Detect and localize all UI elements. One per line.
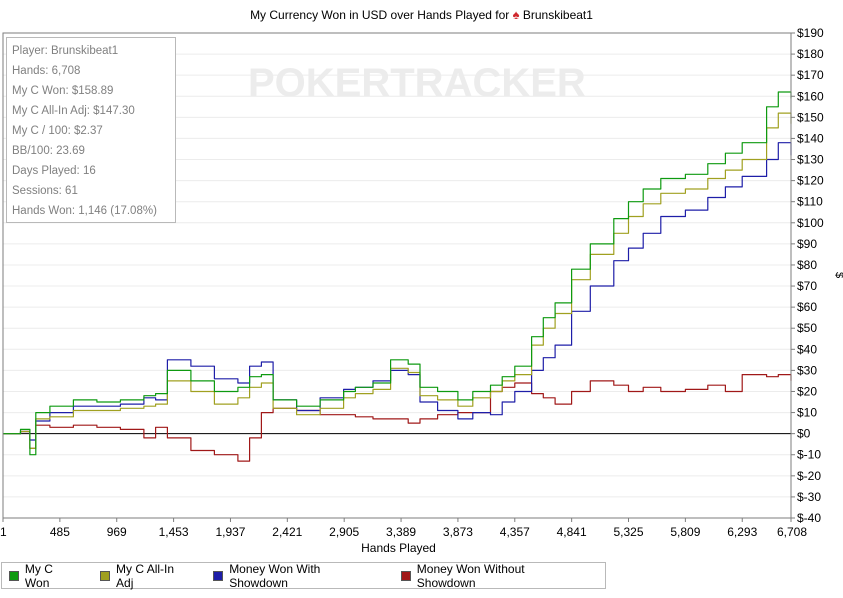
y-axis-ticks: $190 $180 $170 $160 $150 $140 $130 $120 $110 $100… <box>791 26 824 525</box>
y-tick-label: $60 <box>797 300 817 314</box>
y-tick-label: $150 <box>797 110 824 124</box>
y-tick-label: $40 <box>797 342 817 356</box>
plot-frame <box>2 32 792 519</box>
legend-item-my-c-won[interactable]: My C Won <box>9 562 80 590</box>
legend-item-all-in-adj[interactable]: My C All-In Adj <box>100 562 193 590</box>
y-axis-label: $ <box>833 272 843 278</box>
stat-bb-per-100: BB/100: 23.69 <box>12 145 85 157</box>
y-tick-label: $10 <box>797 406 817 420</box>
y-tick-label: $160 <box>797 89 824 103</box>
stat-hands-won: Hands Won: 1,146 (17.08%) <box>12 205 157 217</box>
y-tick-label: $-40 <box>797 511 821 525</box>
y-tick-label: $0 <box>797 427 811 441</box>
series-line-my-c-won <box>3 91 792 456</box>
x-tick-label: 1,453 <box>159 525 189 539</box>
y-tick-label: $110 <box>797 195 823 209</box>
legend-swatch-my-c-won <box>9 570 19 581</box>
watermark: POKERTRACKER <box>248 61 586 105</box>
stat-hands: Hands: 6,708 <box>12 65 81 77</box>
legend-swatch-without-showdown <box>400 570 411 581</box>
stat-all-in-adj: My C All-In Adj: $147.30 <box>12 105 135 117</box>
x-tick-label: 3,389 <box>386 525 416 539</box>
stat-days-played: Days Played: 16 <box>12 165 96 177</box>
chart-title-player: Brunskibeat1 <box>522 8 593 22</box>
x-tick-label: 6,708 <box>777 525 807 539</box>
y-tick-label: $80 <box>797 258 817 272</box>
spade-icon: ♠ <box>512 7 520 22</box>
x-axis-label: Hands Played <box>361 541 436 555</box>
legend-label-with-showdown: Money Won With Showdown <box>229 561 321 590</box>
x-tick-label: 6,293 <box>727 525 757 539</box>
chart-title-text: My Currency Won in USD over Hands Played… <box>250 8 510 22</box>
legend-label-without-showdown: Money Won Without Showdown <box>416 561 525 590</box>
y-tick-label: $-10 <box>797 448 821 462</box>
series-line-my-c-all-in-adj <box>3 112 792 449</box>
y-tick-label: $50 <box>797 321 817 335</box>
x-tick-label: 485 <box>50 525 70 539</box>
x-tick-label: 1 <box>0 525 7 539</box>
y-tick-label: $100 <box>797 216 824 230</box>
y-tick-label: $190 <box>797 26 824 40</box>
y-tick-label: $180 <box>797 47 824 61</box>
y-tick-label: $140 <box>797 131 824 145</box>
legend-label-my-c-won: My C Won <box>24 561 53 590</box>
legend-item-with-showdown[interactable]: Money Won With Showdown <box>213 562 381 590</box>
legend-swatch-with-showdown <box>213 570 224 581</box>
y-tick-label: $130 <box>797 153 824 167</box>
legend-item-without-showdown[interactable]: Money Won Without Showdown <box>400 561 585 590</box>
chart-title: My Currency Won in USD over Hands Played… <box>0 7 843 22</box>
y-tick-label: $120 <box>797 174 824 188</box>
y-tick-label: $70 <box>797 279 817 293</box>
y-tick-label: $-20 <box>797 469 821 483</box>
y-tick-label: $20 <box>797 384 817 398</box>
watermark-layer: POKERTRACKER <box>248 61 586 105</box>
x-tick-label: 5,809 <box>670 525 700 539</box>
stat-my-c-won: My C Won: $158.89 <box>12 85 114 97</box>
x-tick-label: 969 <box>107 525 127 539</box>
y-tick-label: $170 <box>797 68 824 82</box>
legend-label-all-in-adj: My C All-In Adj <box>116 561 175 590</box>
stat-player: Player: Brunskibeat1 <box>12 45 119 57</box>
x-tick-label: 2,905 <box>329 525 359 539</box>
y-tick-label: $90 <box>797 237 817 251</box>
x-tick-label: 4,357 <box>500 525 530 539</box>
x-tick-label: 4,841 <box>557 525 587 539</box>
series-line-money-won-with-showdown <box>3 142 792 441</box>
stat-my-c-per-100: My C / 100: $2.37 <box>12 125 103 137</box>
legend-swatch-all-in-adj <box>100 570 111 581</box>
series-line-money-won-without-showdown <box>3 374 792 462</box>
x-tick-label: 3,873 <box>443 525 473 539</box>
stats-box: Player: Brunskibeat1 Hands: 6,708 My C W… <box>6 37 176 223</box>
y-tick-label: $-30 <box>797 490 821 504</box>
x-tick-label: 5,325 <box>613 525 643 539</box>
y-tick-label: $30 <box>797 363 817 377</box>
stat-sessions: Sessions: 61 <box>12 185 78 197</box>
x-tick-label: 1,937 <box>215 525 245 539</box>
x-tick-label: 2,421 <box>272 525 302 539</box>
series-layer <box>3 91 792 462</box>
x-axis-ticks: 1 485 969 1,453 1,937 2,421 2,905 3,389 3,873 4,3… <box>0 518 807 539</box>
legend: My C Won My C All-In Adj Money Won With … <box>1 561 606 590</box>
